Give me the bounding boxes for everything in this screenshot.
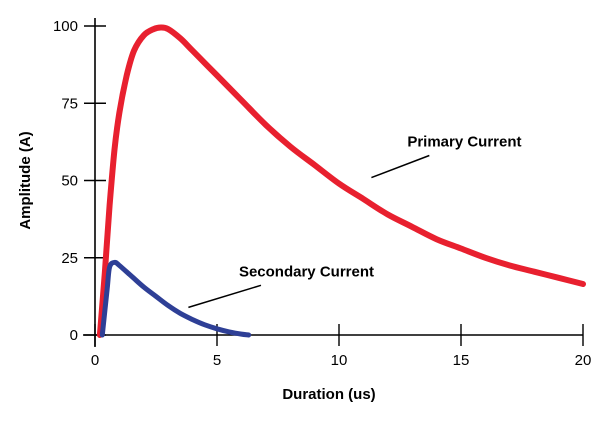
y-tick-label: 0: [70, 327, 78, 344]
annotation-leader-line: [371, 154, 430, 179]
axes: [83, 18, 583, 347]
y-tick-label: 25: [61, 250, 78, 267]
x-tick-label: 20: [575, 352, 592, 369]
y-axis-title: Amplitude (A): [17, 131, 34, 229]
primary-current-line: [96, 24, 586, 338]
secondary-current-line: [99, 259, 252, 338]
annotations: Primary Current Secondary Current: [188, 134, 522, 309]
y-ticks: 0 25 50 75 100: [53, 18, 106, 344]
annotation-label: Secondary Current: [239, 263, 374, 280]
x-tick-label: 5: [213, 352, 221, 369]
annotation-label: Primary Current: [407, 134, 521, 151]
annotation-leader-line: [188, 284, 262, 309]
x-tick-label: 10: [331, 352, 348, 369]
x-tick-label: 15: [453, 352, 470, 369]
series-layer: [96, 24, 586, 338]
x-ticks: 0 5 10 15 20: [91, 324, 592, 369]
x-tick-label: 0: [91, 352, 99, 369]
y-tick-label: 75: [61, 95, 78, 112]
y-tick-label: 100: [53, 18, 78, 35]
x-axis-title: Duration (us): [282, 386, 375, 403]
y-tick-label: 50: [61, 173, 78, 190]
